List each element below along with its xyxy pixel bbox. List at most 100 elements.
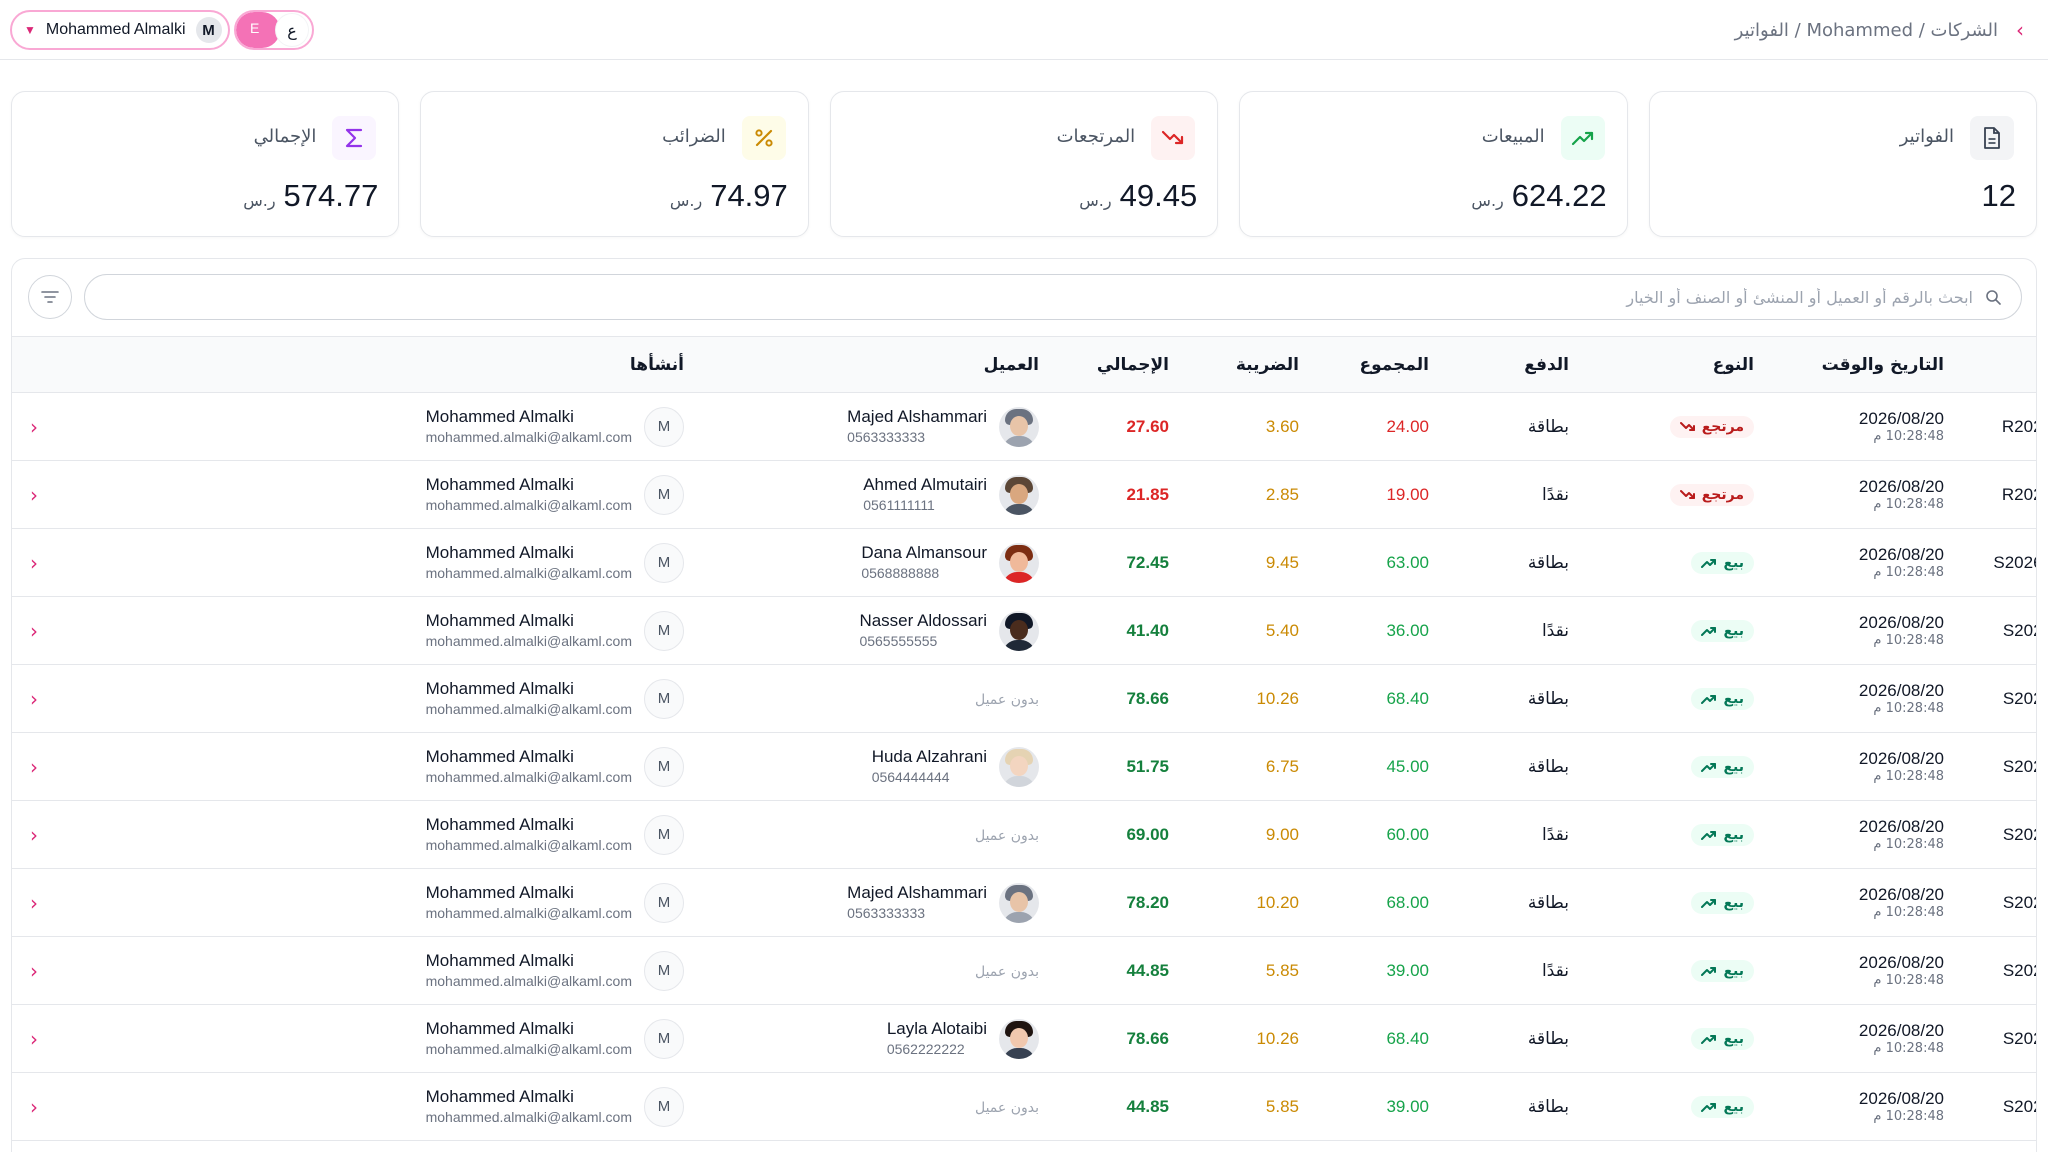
chevron-left-icon[interactable]: ‹ xyxy=(30,1094,38,1119)
type-label: بيع xyxy=(1723,554,1744,571)
language-toggle[interactable]: E ع xyxy=(234,10,314,50)
chevron-left-icon[interactable]: ‹ xyxy=(30,1026,38,1051)
subtotal-value: 19.00 xyxy=(1386,484,1429,504)
invoice-number[interactable]: S20260820I10 xyxy=(1993,552,2036,572)
creator-cell[interactable]: M Mohammed Almalki mohammed.almalki@alka… xyxy=(322,610,684,651)
type-cell: مرتجع xyxy=(1583,393,1768,461)
col-tax[interactable]: الضريبة xyxy=(1183,336,1313,393)
chevron-left-icon[interactable]: ‹ xyxy=(30,822,38,847)
invoice-number[interactable]: S20260820I2 xyxy=(2002,1096,2036,1116)
filter-button[interactable] xyxy=(28,275,72,319)
type-cell: بيع xyxy=(1583,597,1768,665)
customer-cell[interactable]: Majed Alshammari 0563333333 xyxy=(712,406,1039,447)
invoice-time: 10:28:48 م xyxy=(1873,701,1944,716)
col-type[interactable]: النوع xyxy=(1583,336,1768,393)
chevron-right-icon[interactable]: › xyxy=(2016,18,2024,42)
invoice-number[interactable]: S20260820I6 xyxy=(2002,824,2036,844)
customer-cell[interactable]: Ahmed Almutairi 0561111111 xyxy=(712,474,1039,515)
creator-column: M Mohammed Almalki mohammed.almalki@alka… xyxy=(308,597,698,665)
invoice-date: 2026/08/20 xyxy=(1858,612,1944,632)
stat-value: ر.س 624.22 xyxy=(1471,178,1606,214)
invoice-number[interactable]: S20260820I8 xyxy=(2002,688,2036,708)
table-row[interactable]: S20260820I2 2026/08/20 10:28:48 م بيع بط… xyxy=(12,1073,2036,1141)
invoice-number[interactable]: S20260820I4 xyxy=(2002,960,2036,980)
invoice-number[interactable]: S20260820I5 xyxy=(2002,892,2036,912)
payment-method: نقدًا xyxy=(1542,620,1569,641)
table-row[interactable]: R20260820I1 2026/08/20 10:28:48 م مرتجع … xyxy=(12,461,2036,529)
datetime-cell: 2026/08/20 10:28:48 م xyxy=(1768,733,1958,801)
col-total[interactable]: الإجمالي xyxy=(1053,336,1183,393)
invoice-number[interactable]: S20260820I9 xyxy=(2002,620,2036,640)
type-label: بيع xyxy=(1723,962,1744,979)
table-row[interactable]: S20260820I7 2026/08/20 10:28:48 م بيع بط… xyxy=(12,733,2036,801)
chevron-left-icon[interactable]: ‹ xyxy=(30,550,38,575)
customer-cell[interactable]: Nasser Aldossari 0565555555 xyxy=(712,610,1039,651)
table-row[interactable]: S20260820I8 2026/08/20 10:28:48 م بيع بط… xyxy=(12,665,2036,733)
customer-phone: 0562222222 xyxy=(886,1041,965,1058)
tax-value: 5.40 xyxy=(1265,620,1299,640)
chevron-left-icon[interactable]: ‹ xyxy=(30,958,38,983)
customer-column: بدون عميل xyxy=(698,665,1053,733)
creator-cell[interactable]: M Mohammed Almalki mohammed.almalki@alka… xyxy=(322,814,684,855)
table-row[interactable]: S20260820I3 2026/08/20 10:28:48 م بيع بط… xyxy=(12,1005,2036,1073)
creator-column: M Mohammed Almalki mohammed.almalki@alka… xyxy=(308,529,698,597)
user-menu-button[interactable]: ▼ Mohammed Almalki M xyxy=(10,10,230,50)
col-creator[interactable]: أنشأها xyxy=(308,336,698,393)
invoice-date: 2026/08/20 xyxy=(1858,476,1944,496)
table-row[interactable]: S20260820I4 2026/08/20 10:28:48 م بيع نق… xyxy=(12,937,2036,1005)
creator-name: Mohammed Almalki xyxy=(425,407,574,427)
col-invoice[interactable]: الفاتورة xyxy=(1958,336,2036,393)
creator-cell[interactable]: M Mohammed Almalki mohammed.almalki@alka… xyxy=(322,950,684,991)
table-row[interactable]: S20260820I9 2026/08/20 10:28:48 م بيع نق… xyxy=(12,597,2036,665)
col-subtotal[interactable]: المجموع xyxy=(1313,336,1443,393)
type-label: مرتجع xyxy=(1701,418,1744,435)
breadcrumb-text[interactable]: الشركات / Mohammed / الفواتير xyxy=(1734,19,1998,41)
stat-currency: ر.س xyxy=(1471,191,1504,210)
creator-cell[interactable]: M Mohammed Almalki mohammed.almalki@alka… xyxy=(322,882,684,923)
type-badge: مرتجع xyxy=(1669,415,1754,438)
table-row[interactable]: S20260820I10 2026/08/20 10:28:48 م بيع ب… xyxy=(12,529,2036,597)
invoice-number[interactable]: S20260820I7 xyxy=(2002,756,2036,776)
total-value: 78.66 xyxy=(1126,688,1169,708)
creator-cell[interactable]: M Mohammed Almalki mohammed.almalki@alka… xyxy=(322,1086,684,1127)
trend-down-icon xyxy=(1679,421,1696,433)
invoice-time: 10:28:48 م xyxy=(1873,769,1944,784)
creator-cell[interactable]: M Mohammed Almalki mohammed.almalki@alka… xyxy=(322,474,684,515)
creator-cell[interactable]: M Mohammed Almalki mohammed.almalki@alka… xyxy=(322,406,684,447)
chevron-left-icon[interactable]: ‹ xyxy=(30,414,38,439)
chevron-left-icon[interactable]: ‹ xyxy=(30,754,38,779)
invoice-number[interactable]: S20260820I3 xyxy=(2002,1028,2036,1048)
type-cell: بيع xyxy=(1583,665,1768,733)
table-row[interactable]: S20260820I5 2026/08/20 10:28:48 م بيع بط… xyxy=(12,869,2036,937)
search-input[interactable] xyxy=(105,287,1973,307)
col-payment[interactable]: الدفع xyxy=(1443,336,1583,393)
chevron-left-icon[interactable]: ‹ xyxy=(30,482,38,507)
customer-name: Nasser Aldossari xyxy=(859,611,987,631)
customer-name: Majed Alshammari xyxy=(847,407,987,427)
table-row[interactable]: S20260820I6 2026/08/20 10:28:48 م بيع نق… xyxy=(12,801,2036,869)
customer-cell[interactable]: Dana Almansour 0568888888 xyxy=(712,542,1039,583)
creator-cell[interactable]: M Mohammed Almalki mohammed.almalki@alka… xyxy=(322,678,684,719)
chevron-left-icon[interactable]: ‹ xyxy=(30,890,38,915)
trend-up-icon xyxy=(1701,1101,1717,1113)
customer-cell[interactable]: Layla Alotaibi 0562222222 xyxy=(712,1018,1039,1059)
col-customer[interactable]: العميل xyxy=(698,336,1053,393)
customer-cell[interactable]: Huda Alzahrani 0564444444 xyxy=(712,746,1039,787)
invoice-number[interactable]: R20260820I2 xyxy=(2001,416,2036,436)
customer-cell[interactable]: Majed Alshammari 0563333333 xyxy=(712,882,1039,923)
col-datetime[interactable]: التاريخ والوقت xyxy=(1768,336,1958,393)
table-row[interactable]: R20260820I2 2026/08/20 10:28:48 م مرتجع … xyxy=(12,393,2036,461)
chevron-left-icon[interactable]: ‹ xyxy=(30,618,38,643)
lang-ar-knob: ع xyxy=(276,14,308,46)
creator-column: M Mohammed Almalki mohammed.almalki@alka… xyxy=(308,461,698,529)
creator-cell[interactable]: M Mohammed Almalki mohammed.almalki@alka… xyxy=(322,746,684,787)
datetime-cell: 2026/08/20 10:28:48 م xyxy=(1768,597,1958,665)
invoice-number[interactable]: R20260820I1 xyxy=(2001,484,2036,504)
chevron-left-icon[interactable]: ‹ xyxy=(30,686,38,711)
stat-currency: ر.س xyxy=(243,191,276,210)
customer-phone: 0561111111 xyxy=(863,497,935,514)
type-cell: بيع xyxy=(1583,529,1768,597)
type-badge: بيع xyxy=(1691,755,1754,778)
creator-cell[interactable]: M Mohammed Almalki mohammed.almalki@alka… xyxy=(322,542,684,583)
creator-cell[interactable]: M Mohammed Almalki mohammed.almalki@alka… xyxy=(322,1018,684,1059)
